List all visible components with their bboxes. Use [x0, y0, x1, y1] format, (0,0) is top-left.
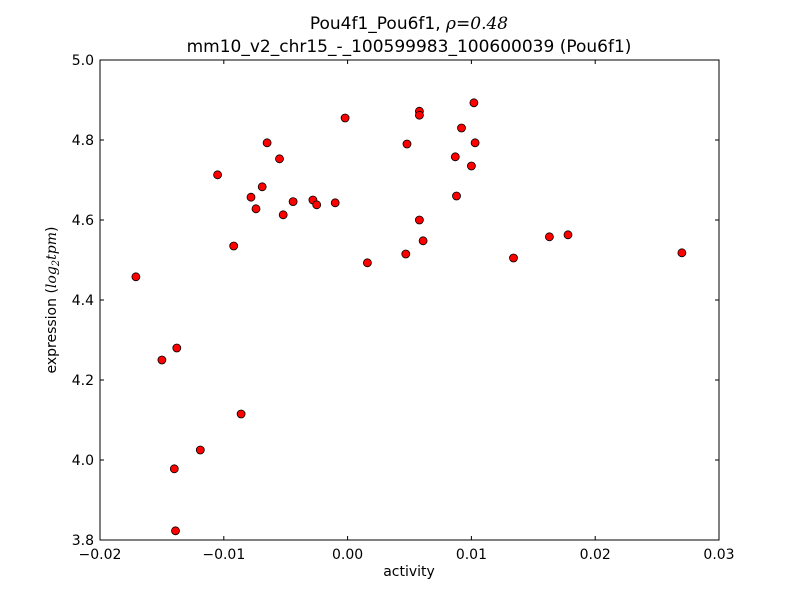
- data-point: [457, 123, 466, 133]
- x-tick-label: 0.01: [456, 547, 487, 563]
- data-point: [257, 182, 267, 192]
- data-point: [312, 200, 322, 210]
- y-tick-label: 4.4: [72, 293, 94, 309]
- data-point: [677, 248, 687, 258]
- data-point: [470, 138, 480, 148]
- data-point: [414, 215, 424, 225]
- data-point: [278, 210, 288, 220]
- data-point: [330, 198, 340, 208]
- plot-area: [100, 60, 719, 540]
- data-point: [169, 464, 179, 474]
- plot-frame: [99, 59, 720, 541]
- data-point: [414, 110, 424, 120]
- data-point: [509, 253, 518, 263]
- data-point: [251, 204, 261, 214]
- chart-title-line1: Pou4f1_Pou6f1, ρ=0.48: [310, 14, 508, 34]
- y-tick-label: 3.8: [72, 533, 94, 549]
- data-point: [131, 272, 141, 282]
- x-axis-ticks: −0.02 −0.01 0.00 0.01 0.02 0.03: [79, 60, 735, 563]
- data-point: [288, 197, 298, 207]
- data-point: [563, 230, 573, 240]
- y-tick-label: 4.8: [72, 133, 94, 149]
- data-point: [402, 139, 412, 149]
- data-point: [545, 232, 554, 242]
- x-tick-label: 0.03: [703, 547, 734, 563]
- data-point: [452, 191, 461, 201]
- data-point: [171, 526, 180, 536]
- data-point: [275, 154, 284, 164]
- data-point: [236, 409, 246, 419]
- data-points: [131, 98, 687, 536]
- y-tick-label: 4.2: [72, 373, 94, 389]
- data-point: [246, 192, 256, 202]
- data-point: [418, 236, 428, 246]
- x-axis-label: activity: [383, 564, 435, 580]
- y-tick-label: 4.0: [72, 453, 94, 469]
- data-point: [340, 113, 350, 123]
- chart-title-line2: mm10_v2_chr15_-_100599983_100600039 (Pou…: [187, 37, 632, 57]
- data-point: [262, 138, 272, 148]
- x-tick-label: 0.02: [580, 547, 611, 563]
- data-point: [469, 98, 479, 108]
- y-tick-label: 5.0: [72, 53, 94, 69]
- data-point: [157, 355, 167, 365]
- data-point: [401, 249, 411, 259]
- y-tick-label: 4.6: [72, 213, 94, 229]
- x-tick-label: −0.02: [79, 547, 122, 563]
- y-axis-ticks: 3.8 4.0 4.2 4.4 4.6 4.8 5.0: [72, 53, 719, 549]
- data-point: [362, 258, 372, 268]
- y-axis-label: expression (log2tpm): [44, 226, 62, 373]
- data-point: [229, 241, 239, 251]
- data-point: [450, 152, 460, 162]
- data-point: [213, 170, 223, 180]
- x-tick-label: −0.01: [202, 547, 245, 563]
- data-point: [195, 445, 205, 455]
- x-tick-label: 0.00: [332, 547, 363, 563]
- data-point: [172, 343, 182, 353]
- data-point: [466, 161, 476, 171]
